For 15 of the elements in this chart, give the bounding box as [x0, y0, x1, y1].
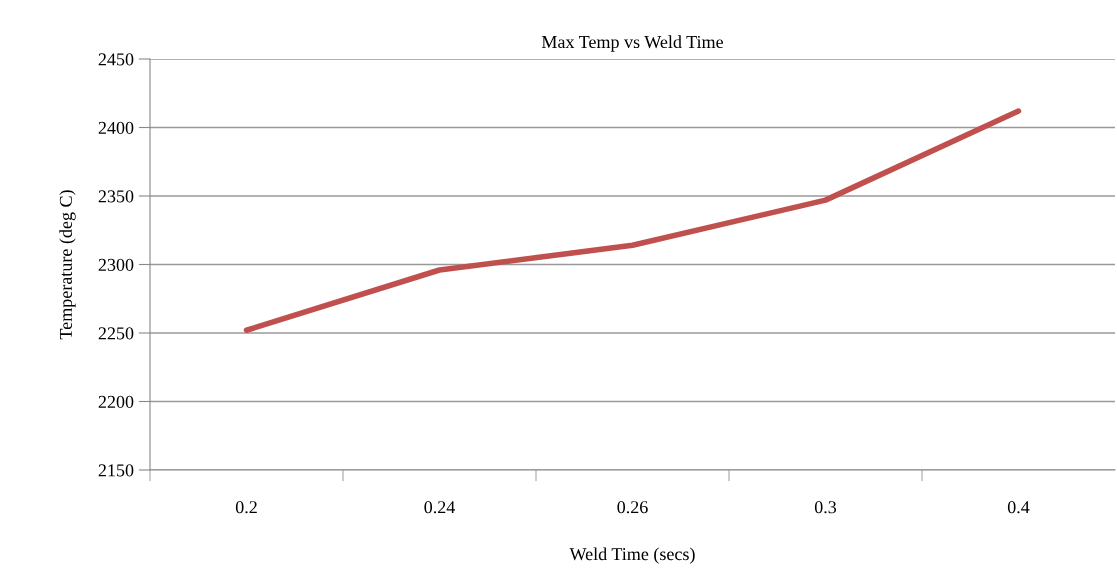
x-axis-title: Weld Time (secs) [569, 547, 695, 564]
y-tick-label: 2150 [98, 464, 134, 477]
y-tick-label: 2350 [98, 190, 134, 203]
x-tick-label: 0.26 [617, 501, 648, 514]
y-axis-title: Temperature (deg C) [59, 190, 76, 340]
x-tick-label: 0.24 [424, 501, 456, 514]
y-tick-label: 2300 [98, 258, 134, 271]
x-tick-label: 0.2 [235, 501, 257, 514]
y-tick-label: 2400 [98, 121, 134, 134]
x-tick-label: 0.3 [814, 501, 837, 514]
x-tick-label: 0.4 [1007, 501, 1030, 514]
y-tick-label: 2200 [98, 395, 134, 408]
y-tick-label: 2450 [98, 53, 134, 66]
y-tick-label: 2250 [98, 327, 134, 340]
chart-title: Max Temp vs Weld Time [541, 35, 723, 52]
